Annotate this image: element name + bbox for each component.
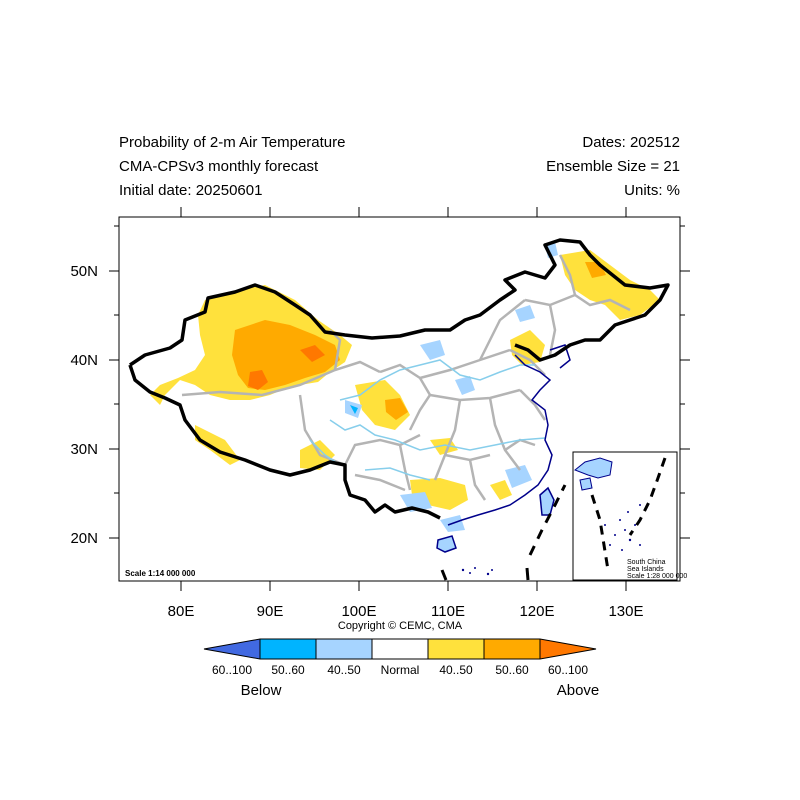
shade-blue-5 (400, 492, 432, 512)
lon-tick-100E: 100E (341, 603, 376, 620)
shade-blue-1 (420, 340, 445, 360)
small-islands (461, 567, 493, 576)
inset-label-1: South China (627, 559, 666, 566)
colorbar-swatch-below-low (316, 639, 372, 659)
maritime-boundary (528, 484, 567, 556)
shade-blue-8 (515, 305, 535, 322)
title-line-2: CMA-CPSv3 monthly forecast (119, 158, 319, 175)
inset-scale: Scale 1:28 000 000 (627, 573, 687, 580)
lat-tick-labels: 50N 40N 30N 20N (70, 263, 98, 547)
copyright-notice: Copyright © CEMC, CMA (337, 620, 463, 632)
inset-boundary-2 (590, 494, 610, 571)
shade-northeast (560, 250, 660, 320)
colorbar-swatch-below-high (204, 639, 260, 659)
colorbar (203, 638, 597, 660)
colorbar-swatch-below-mid (260, 639, 316, 659)
colorbar-below-label: Below (240, 682, 282, 699)
lon-tick-80E: 80E (168, 603, 195, 620)
axis-ticks (109, 207, 690, 591)
lat-tick-40N: 40N (70, 352, 98, 369)
colorbar-swatch-normal (372, 639, 428, 659)
island-taiwan (539, 486, 555, 516)
colorbar-label-above-high: 60..100 (547, 663, 589, 677)
title-line-1: Probability of 2-m Air Temperature (119, 134, 346, 151)
ensemble-label: Ensemble Size = 21 (546, 158, 680, 175)
lat-tick-20N: 20N (70, 530, 98, 547)
inset-land (574, 457, 613, 479)
maritime-boundary-3 (525, 567, 530, 581)
lon-tick-120E: 120E (519, 603, 554, 620)
shade-qinghai-mid (385, 398, 408, 420)
colorbar-swatch-above-mid (484, 639, 540, 659)
lon-tick-90E: 90E (257, 603, 284, 620)
colorbar-swatch-above-low (428, 639, 484, 659)
shade-xinjiang-high (248, 370, 268, 390)
colorbar-label-below-mid: 50..60 (271, 663, 305, 677)
lon-tick-110E: 110E (431, 603, 465, 620)
rivers (309, 359, 546, 481)
inset-boundary-1 (628, 457, 667, 536)
colorbar-label-above-mid: 50..60 (495, 663, 529, 677)
shade-fujian (490, 480, 512, 500)
inset-map: South China Sea Islands Scale 1:28 000 0… (572, 451, 687, 581)
colorbar-label-below-low: 40..50 (327, 663, 361, 677)
colorbar-label-below-high: 60..100 (211, 663, 253, 677)
national-border-north (129, 238, 670, 367)
colorbar-label-normal: Normal (380, 663, 420, 677)
lat-tick-50N: 50N (70, 263, 98, 280)
shade-xinjiang-high-2 (300, 345, 325, 362)
coastline (447, 344, 571, 526)
map-scale: Scale 1:14 000 000 (125, 569, 196, 578)
inset-islands (604, 504, 641, 551)
inset-label-2: Sea Islands (627, 566, 664, 573)
title-line-3: Initial date: 20250601 (119, 182, 263, 199)
dates-label: Dates: 202512 (582, 134, 680, 151)
colorbar-label-above-low: 40..50 (439, 663, 473, 677)
shade-blue-2 (455, 376, 475, 395)
shade-blue-6 (505, 465, 532, 488)
lon-tick-130E: 130E (608, 603, 643, 620)
inset-island (579, 477, 593, 491)
national-border-south (128, 364, 441, 520)
colorbar-above-label: Above (556, 682, 600, 699)
units-label: Units: % (624, 182, 680, 199)
maritime-boundary-2 (440, 569, 448, 581)
island-hainan (436, 535, 457, 553)
shade-blue-4 (350, 405, 358, 414)
lon-tick-labels: 80E 90E 100E 110E 120E 130E (168, 603, 644, 620)
lat-tick-30N: 30N (70, 441, 98, 458)
colorbar-swatch-above-high (540, 639, 596, 659)
